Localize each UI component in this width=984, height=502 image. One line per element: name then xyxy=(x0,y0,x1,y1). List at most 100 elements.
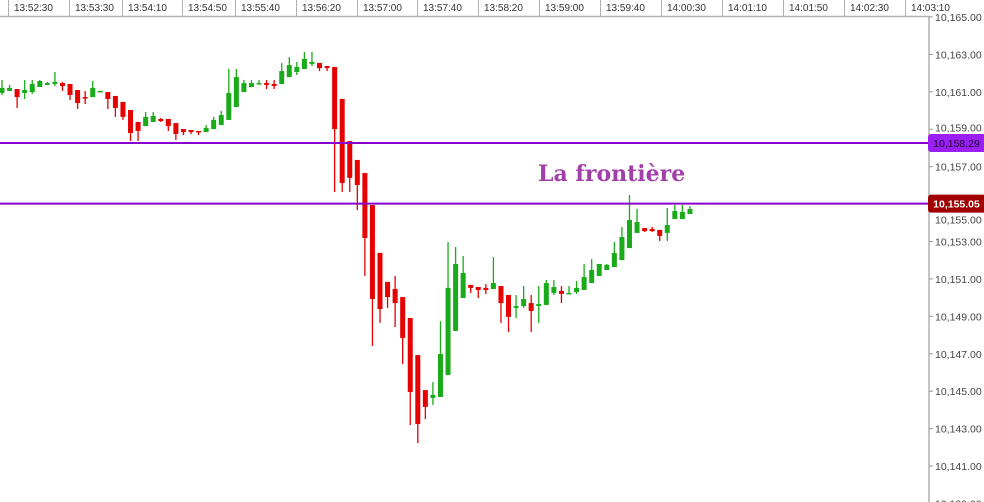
candle-body xyxy=(37,80,43,87)
candle-up xyxy=(279,63,285,84)
candle-body xyxy=(67,83,73,96)
candle-body xyxy=(377,252,383,310)
candle-up xyxy=(460,255,466,299)
candle-down xyxy=(165,118,171,131)
candle-body xyxy=(664,225,670,233)
candle-up xyxy=(301,51,307,70)
candle-down xyxy=(400,297,406,365)
candle-up xyxy=(687,205,693,215)
candle-body xyxy=(211,119,217,130)
time-tick-label: 14:01:50 xyxy=(789,3,828,14)
price-tick-label: 10,161.00 xyxy=(935,87,982,99)
candle-down xyxy=(317,63,323,72)
price-tick-label: 10,153.00 xyxy=(935,237,982,249)
candle-up xyxy=(7,84,13,91)
candle-body xyxy=(672,211,678,220)
candle-down xyxy=(506,295,512,333)
candle-body xyxy=(521,298,527,307)
candle-body xyxy=(135,121,141,131)
candle-body xyxy=(574,287,580,293)
candle-body xyxy=(196,130,202,133)
candle-body xyxy=(218,115,224,125)
candle-up xyxy=(430,382,436,406)
candle-body xyxy=(173,123,179,134)
time-axis: 13:52:30 13:53:30 13:54:10 13:54:50 13:55:40… xyxy=(0,0,950,18)
candle-body xyxy=(279,71,285,84)
price-tick-label: 10,145.00 xyxy=(935,386,982,398)
candle-body xyxy=(339,98,345,183)
candle-down xyxy=(369,205,375,346)
candle-down xyxy=(59,81,65,91)
candle-down xyxy=(173,123,179,140)
candle-down xyxy=(483,283,489,294)
candle-body xyxy=(82,97,88,99)
candle-body xyxy=(301,58,307,70)
time-tick-label: 13:57:00 xyxy=(363,3,402,14)
candle-down xyxy=(642,228,648,232)
candle-body xyxy=(430,394,436,398)
candle-body xyxy=(105,92,111,99)
candle-body xyxy=(392,289,398,304)
candle-body xyxy=(143,116,149,127)
candle-body xyxy=(52,81,58,84)
candle-down xyxy=(180,129,186,136)
candle-body xyxy=(22,89,28,93)
candle-body xyxy=(347,141,353,178)
candle-body xyxy=(128,109,134,134)
candle-body xyxy=(317,63,323,69)
candle-body xyxy=(513,306,519,308)
horizontal-levels: 10,158.29 10,155.05 xyxy=(0,134,984,213)
price-tick-label: 10,155.00 xyxy=(935,215,982,227)
candle-body xyxy=(536,304,542,307)
candle-body xyxy=(90,87,96,98)
price-tick-label: 10,159.00 xyxy=(935,123,982,135)
candle-body xyxy=(226,92,232,120)
price-tick-label: 10,147.00 xyxy=(935,349,982,361)
candle-down xyxy=(475,286,481,299)
time-tick-label: 13:56:20 xyxy=(302,3,341,14)
candle-down xyxy=(120,101,126,120)
candle-body xyxy=(241,83,247,93)
candle-body xyxy=(309,61,315,64)
candle-up xyxy=(37,80,43,87)
candle-up xyxy=(44,81,50,85)
candle-body xyxy=(14,89,20,98)
candle-body xyxy=(385,281,391,298)
candle-body xyxy=(649,228,655,232)
candle-body xyxy=(75,89,81,104)
candle-body xyxy=(354,159,360,186)
candle-up xyxy=(513,295,519,319)
candle-down xyxy=(105,92,111,110)
candle-up xyxy=(664,208,670,241)
candle-up xyxy=(581,263,587,290)
candle-body xyxy=(679,211,685,220)
candle-up xyxy=(90,80,96,98)
candle-down xyxy=(75,89,81,110)
candle-up xyxy=(256,80,262,85)
price-tick-label: 10,141.00 xyxy=(935,461,982,473)
candle-body xyxy=(248,83,254,87)
candle-down xyxy=(407,318,413,426)
candle-up xyxy=(218,110,224,125)
candle-body xyxy=(528,303,534,311)
candle-body xyxy=(634,222,640,233)
candle-body xyxy=(566,292,572,295)
price-tick-label: 10,157.00 xyxy=(935,162,982,174)
candle-up xyxy=(453,246,459,331)
candle-up xyxy=(150,112,156,122)
candle-up xyxy=(233,69,239,107)
candle-up xyxy=(294,61,300,76)
candle-down xyxy=(422,390,428,420)
candle-down xyxy=(392,275,398,328)
candle-body xyxy=(543,283,549,305)
time-tick-label: 14:02:30 xyxy=(850,3,889,14)
candle-up xyxy=(672,205,678,220)
candle-body xyxy=(422,390,428,407)
candle-down xyxy=(332,66,338,192)
time-tick-label: 13:52:30 xyxy=(14,3,53,14)
candle-up xyxy=(226,69,232,120)
candle-body xyxy=(369,205,375,299)
candle-body xyxy=(551,286,557,293)
candle-body xyxy=(626,220,632,249)
candle-down xyxy=(415,355,421,444)
